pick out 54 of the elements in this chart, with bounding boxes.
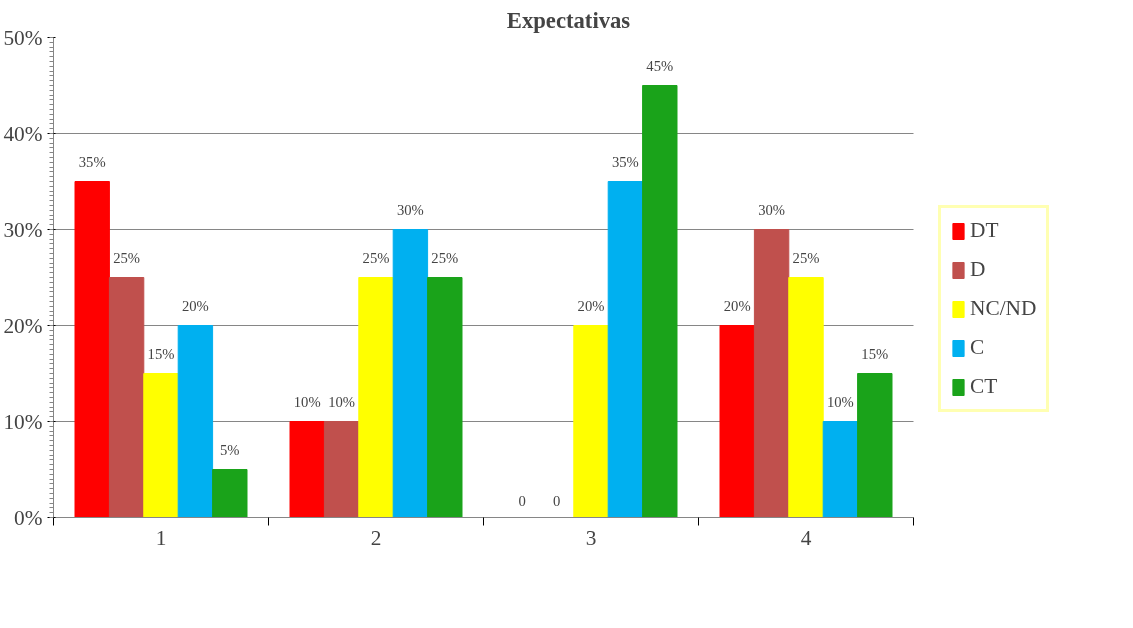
bar (427, 277, 463, 518)
y-tick-label: 20% (3, 313, 43, 338)
bar (642, 85, 678, 518)
data-label: 30% (396, 201, 424, 218)
bar (857, 373, 893, 518)
data-label: 25% (792, 249, 820, 266)
data-label: 35% (611, 153, 639, 170)
data-label: 20% (577, 297, 605, 314)
bar (788, 277, 824, 518)
bar (753, 229, 790, 518)
legend-label: C (970, 335, 986, 360)
legend-label: NC/ND (970, 296, 1037, 321)
bar (177, 325, 214, 518)
x-tick-label: 1 (155, 525, 167, 550)
data-label: 30% (758, 201, 786, 218)
bar (143, 373, 179, 518)
bar (323, 421, 360, 518)
bar (719, 325, 755, 518)
bar (108, 277, 145, 518)
bar (822, 421, 859, 518)
y-tick-label: 10% (3, 409, 43, 434)
data-label: 10% (293, 393, 321, 410)
data-label: 25% (362, 249, 390, 266)
data-label: 25% (431, 249, 459, 266)
y-tick-label: 30% (3, 217, 43, 242)
data-label: 35% (78, 153, 106, 170)
y-tick-label: 0% (14, 505, 43, 530)
chart-title: Expectativas (506, 7, 631, 33)
bar (212, 469, 248, 518)
data-label: 10% (826, 393, 854, 410)
data-label: 25% (113, 249, 141, 266)
bar (392, 229, 429, 518)
bar (74, 181, 110, 518)
x-tick-label: 4 (800, 525, 812, 550)
data-label: 0 (552, 492, 561, 509)
legend-label: CT (970, 374, 999, 399)
data-label: 20% (181, 297, 209, 314)
x-tick-label: 2 (370, 525, 382, 550)
bar (289, 421, 325, 518)
x-tick-label: 3 (585, 525, 597, 550)
data-label: 15% (147, 345, 175, 362)
bar (607, 181, 644, 518)
data-label: 45% (646, 57, 674, 74)
data-label: 0 (518, 492, 526, 509)
bar (358, 277, 394, 518)
data-label: 5% (220, 441, 240, 458)
y-tick-label: 50% (3, 25, 43, 50)
data-label: 10% (328, 393, 356, 410)
data-label: 15% (861, 345, 889, 362)
data-label: 20% (723, 297, 751, 314)
bar (573, 325, 609, 518)
legend-label: DT (970, 218, 1000, 243)
y-tick-label: 40% (3, 121, 43, 146)
legend-label: D (970, 257, 987, 282)
